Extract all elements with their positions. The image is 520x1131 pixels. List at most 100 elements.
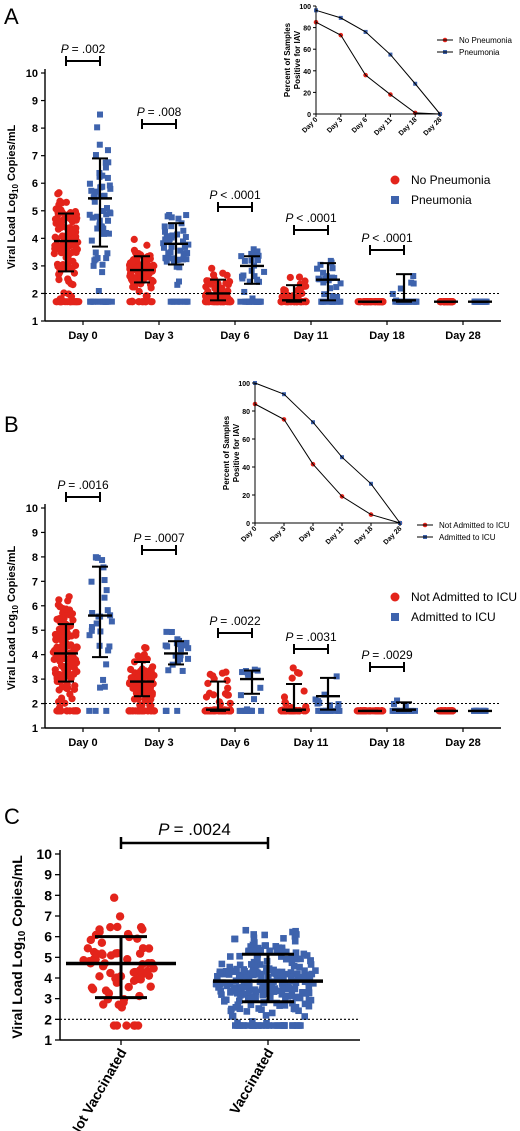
inset-x-tick-label: Day 11 [325,525,346,546]
data-point [227,1007,235,1015]
data-point [301,1013,309,1020]
data-point [91,198,98,205]
data-point [142,292,151,300]
data-point [182,243,189,250]
pvalue-label: P = .0024 [158,820,231,839]
data-point [249,969,257,976]
data-point [241,967,248,975]
data-point [111,949,121,958]
pvalue-p: P [209,614,220,628]
x-tick-label: Day 0 [68,737,97,749]
data-point [57,298,65,306]
data-point [254,276,261,283]
data-point [143,241,151,249]
data-point [410,280,417,287]
data-point [280,935,287,942]
data-point [99,183,106,190]
data-point [252,988,260,996]
data-point [216,981,224,988]
inset-x-tick-label: Day 6 [298,525,316,543]
inset-series-line [254,382,401,524]
data-point [209,691,218,699]
data-point [106,182,113,189]
pvalue-value: < .0001 [372,231,413,245]
pvalue-value: = .0016 [68,478,109,492]
pvalue-label: P < .0001 [209,188,261,202]
data-point [122,1021,131,1030]
x-tick-label: Day 6 [220,330,249,342]
data-point [229,1012,237,1020]
data-point [335,701,342,708]
y-tick-label: 1 [44,1032,52,1048]
data-point [131,1021,140,1030]
y-tick-label: 8 [44,887,52,903]
data-point [281,985,289,993]
data-point [168,628,175,635]
data-point [63,680,71,689]
data-point [331,274,338,281]
legend-label: Admitted to ICU [411,610,496,624]
data-point [270,966,277,974]
data-point [95,972,104,981]
data-point [261,268,268,275]
data-point [333,284,340,291]
data-point [329,298,336,305]
data-point [250,246,257,253]
data-point [148,267,156,275]
data-point [146,982,155,991]
legend-label: Pneumonia [411,193,472,207]
data-point [261,931,268,939]
y-tick-label: 5 [32,206,38,218]
data-point [51,215,60,223]
data-point [174,707,181,714]
data-point [262,985,269,992]
data-point [119,998,128,1007]
data-point [51,233,59,241]
data-point [329,265,336,272]
y-tick-label: 10 [36,846,52,862]
data-point [125,707,133,715]
data-point [161,244,168,251]
data-point [256,948,264,956]
data-point [238,253,245,260]
y-tick-label: 10 [26,68,38,80]
data-point [180,238,187,245]
y-tick-label: 4 [44,970,52,986]
data-point [306,971,314,979]
data-point [66,641,74,650]
data-point [69,616,77,624]
pvalue-p: P [158,820,173,839]
y-tick-label: 8 [32,552,38,564]
data-point [292,949,300,956]
data-point [224,684,232,692]
data-point [258,986,266,994]
pvalue-p: P [361,648,372,662]
data-point [314,265,321,272]
data-point [295,669,303,677]
data-point [63,707,71,715]
data-point [299,989,306,996]
data-point [282,948,290,956]
data-point [50,646,59,655]
data-point [298,973,305,981]
data-point [241,257,248,264]
inset-y-tick-label: 60 [303,47,311,54]
y-tick-label: 1 [32,316,38,328]
x-tick-label: Day 3 [144,330,173,342]
data-point [280,693,289,701]
data-point [103,211,110,218]
inset-series-line [315,9,441,115]
data-point [288,674,296,682]
pvalue-label: P = .002 [61,42,106,56]
pvalue-p: P [57,478,68,492]
pvalue-value: < .0001 [296,211,337,225]
x-tick-label: Day 3 [144,737,173,749]
data-point [183,256,190,263]
data-point [218,669,227,677]
data-point [275,944,283,951]
data-point [179,667,186,674]
y-axis-label-part: Viral Load Log [9,942,25,1039]
x-tick-label: Day 6 [220,737,249,749]
data-point [307,961,315,968]
data-point [88,298,95,305]
